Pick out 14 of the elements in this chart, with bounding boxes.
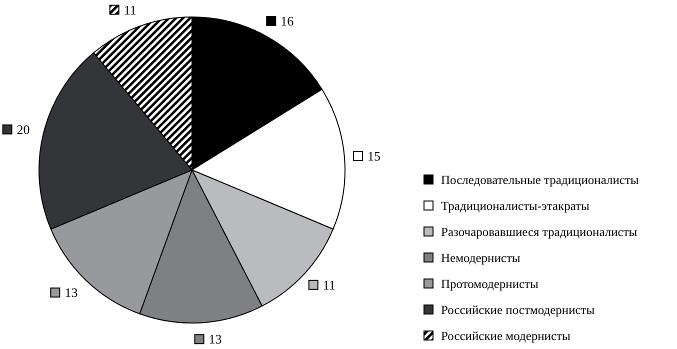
legend-label: Разочаровавшиеся традиционалисты xyxy=(441,225,638,239)
data-label: 20 xyxy=(16,122,30,137)
legend-label: Немодернисты xyxy=(441,251,521,265)
data-label: 15 xyxy=(367,148,380,164)
data-label: 13 xyxy=(208,332,222,347)
legend-label: Протомодернисты xyxy=(441,277,540,291)
legend-label: Российские модернисты xyxy=(441,329,572,343)
data-label: 11 xyxy=(322,277,336,292)
legend-label: Традиционалисты-этакраты xyxy=(441,199,590,213)
data-label: 13 xyxy=(64,285,78,300)
data-label: 11 xyxy=(124,2,136,18)
legend-label: Российские постмодернисты xyxy=(441,303,596,317)
legend-label: Последовательные традиционалисты xyxy=(441,173,640,187)
data-label: 16 xyxy=(280,13,294,28)
